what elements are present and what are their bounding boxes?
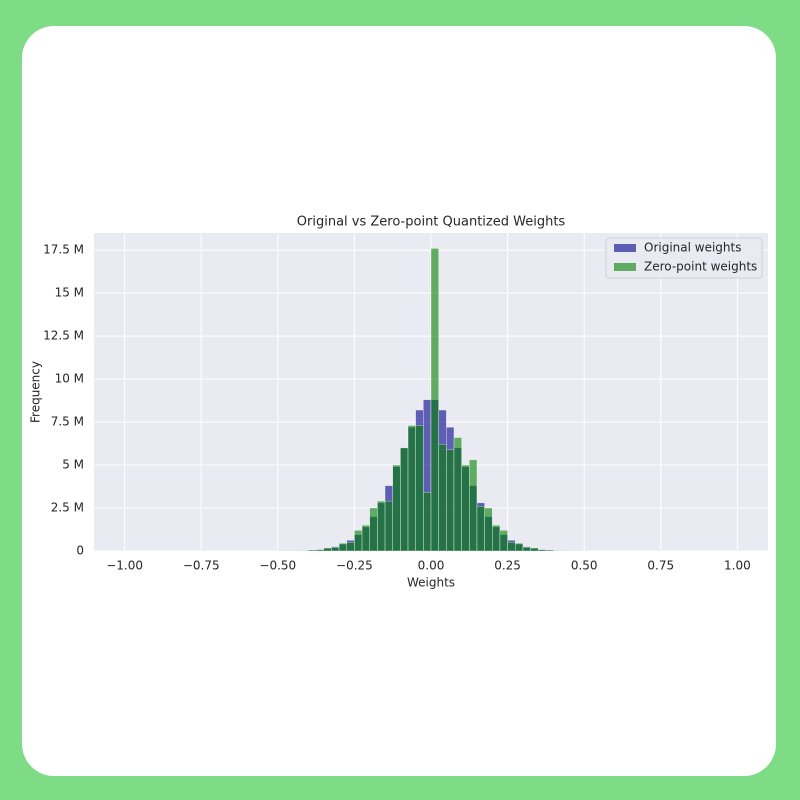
y-tick-label: 17.5 M bbox=[43, 243, 84, 257]
x-tick-label: −0.25 bbox=[336, 559, 373, 573]
histogram-bar bbox=[476, 506, 485, 552]
histogram-bar bbox=[308, 549, 317, 552]
y-tick-label: 7.5 M bbox=[51, 415, 84, 429]
legend-box bbox=[605, 237, 763, 279]
y-tick-label: 12.5 M bbox=[43, 329, 84, 343]
x-tick-label: 0.50 bbox=[571, 559, 598, 573]
y-tick-label: 0 bbox=[76, 544, 84, 558]
histogram-bar bbox=[507, 542, 516, 552]
y-axis-label: Frequency bbox=[29, 361, 43, 423]
x-tick-label: −0.75 bbox=[183, 559, 220, 573]
x-tick-label: 1.00 bbox=[724, 559, 751, 573]
histogram-bar bbox=[453, 437, 462, 552]
histogram-bar bbox=[384, 500, 393, 552]
histogram-bar bbox=[400, 447, 409, 552]
histogram-bar bbox=[423, 492, 432, 552]
histogram-bar bbox=[361, 524, 370, 552]
legend-label: Original weights bbox=[644, 241, 741, 255]
histogram-bar bbox=[369, 507, 378, 552]
histogram-bar bbox=[515, 543, 524, 552]
histogram-bar bbox=[499, 530, 508, 552]
x-tick-label: 0.75 bbox=[647, 559, 674, 573]
x-tick-label: −0.50 bbox=[259, 559, 296, 573]
histogram-bar bbox=[537, 549, 547, 552]
histogram-bar bbox=[522, 547, 531, 552]
y-tick-label: 5 M bbox=[62, 458, 84, 472]
x-axis-label: Weights bbox=[407, 576, 455, 590]
histogram-bar bbox=[407, 425, 416, 552]
histogram-bar bbox=[346, 542, 355, 552]
histogram-bar bbox=[545, 549, 554, 552]
histogram-bar bbox=[446, 449, 455, 552]
histogram-bar bbox=[392, 464, 401, 552]
histogram-bar bbox=[484, 507, 493, 552]
histogram-bar bbox=[438, 444, 447, 552]
y-tick-label: 2.5 M bbox=[51, 501, 84, 515]
histogram-bar bbox=[530, 547, 539, 552]
histogram-bar bbox=[315, 549, 325, 552]
x-tick-label: −1.00 bbox=[106, 559, 143, 573]
legend-swatch bbox=[614, 244, 636, 252]
histogram-bar bbox=[415, 425, 424, 552]
chart-title: Original vs Zero-point Quantized Weights bbox=[297, 215, 566, 230]
histogram-bar bbox=[331, 547, 340, 552]
y-tick-label: 15 M bbox=[55, 286, 84, 300]
x-tick-label: 0.00 bbox=[418, 559, 445, 573]
histogram-bar bbox=[492, 524, 501, 552]
x-tick-label: 0.25 bbox=[494, 559, 521, 573]
histogram-bar bbox=[323, 547, 332, 552]
histogram-bar bbox=[377, 500, 386, 552]
histogram-bar bbox=[461, 464, 470, 552]
histogram-bar bbox=[354, 530, 363, 552]
legend-swatch bbox=[614, 263, 636, 271]
y-tick-label: 10 M bbox=[55, 372, 84, 386]
histogram-bar bbox=[338, 543, 348, 552]
legend-label: Zero-point weights bbox=[644, 260, 757, 274]
histogram-bar bbox=[430, 248, 439, 552]
histogram-bar bbox=[469, 459, 478, 552]
